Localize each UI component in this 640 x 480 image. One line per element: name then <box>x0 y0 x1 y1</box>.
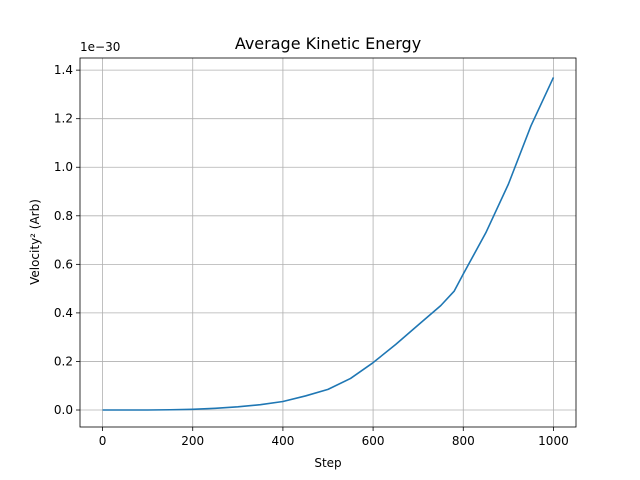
x-tick-label: 200 <box>181 434 204 448</box>
y-tick-label: 0.4 <box>54 306 73 320</box>
y-axis: 0.0 0.2 0.4 0.6 0.8 1.0 1.2 1.4 <box>54 63 80 417</box>
y-tick-label: 1.4 <box>54 63 73 77</box>
y-tick-label: 1.2 <box>54 112 73 126</box>
x-tick-label: 1000 <box>538 434 569 448</box>
y-axis-label: Velocity² (Arb) <box>28 199 42 285</box>
y-tick-label: 1.0 <box>54 160 73 174</box>
grid <box>80 58 576 427</box>
x-tick-label: 0 <box>99 434 107 448</box>
x-axis-label: Step <box>314 456 341 470</box>
y-multiplier-label: 1e−30 <box>80 40 120 54</box>
plot-frame <box>79 57 577 428</box>
y-tick-label: 0.0 <box>54 403 73 417</box>
x-axis: 0 200 400 600 800 1000 <box>99 427 569 448</box>
x-tick-label: 400 <box>271 434 294 448</box>
y-tick-label: 0.6 <box>54 257 73 271</box>
series-layer <box>102 77 555 411</box>
series-line <box>102 77 555 411</box>
chart-title: Average Kinetic Energy <box>235 34 421 53</box>
x-tick-label: 800 <box>452 434 475 448</box>
y-tick-label: 0.2 <box>54 354 73 368</box>
y-tick-label: 0.8 <box>54 209 73 223</box>
x-tick-label: 600 <box>362 434 385 448</box>
